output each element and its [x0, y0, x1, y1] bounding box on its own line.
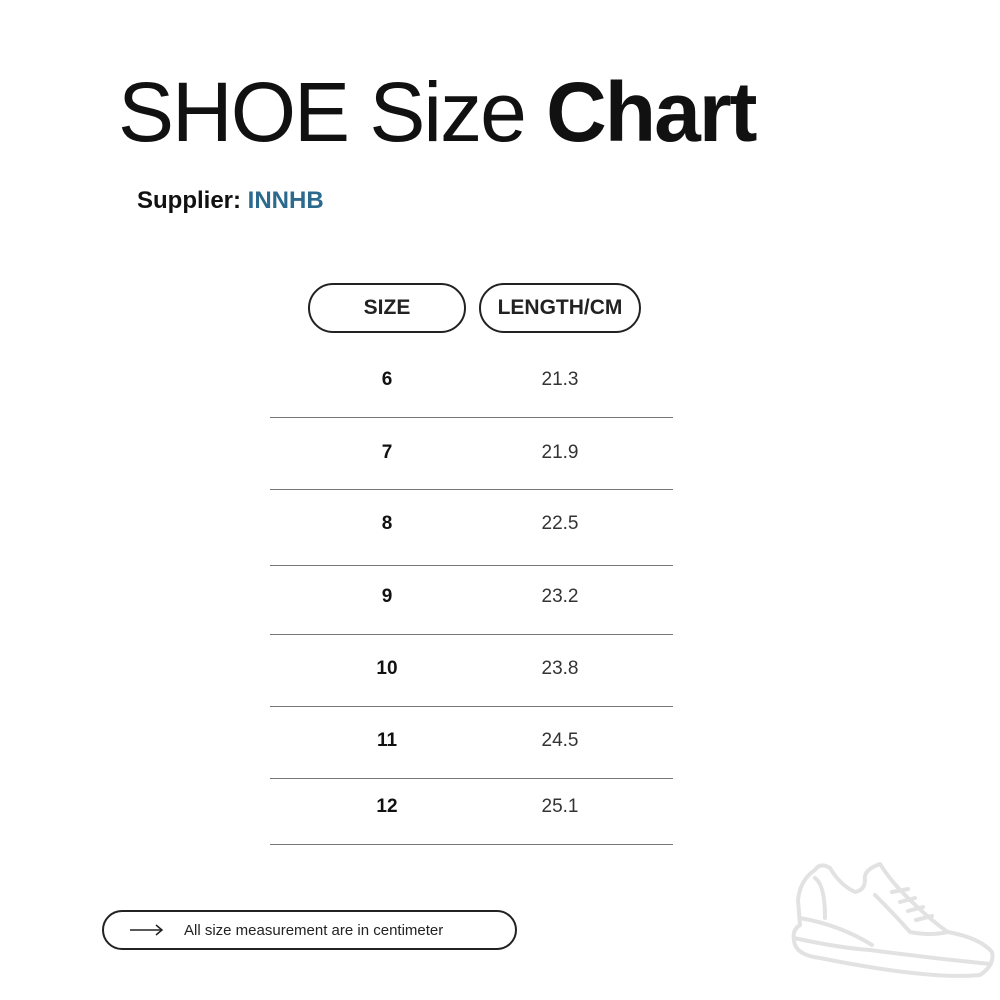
supplier: Supplier: INNHB	[137, 187, 324, 214]
length-cell: 24.5	[541, 730, 579, 751]
size-cell: 12	[376, 796, 398, 817]
header-size: SIZE	[308, 283, 466, 333]
row-divider	[270, 778, 673, 779]
size-cell: 8	[381, 513, 393, 534]
length-cell: 23.2	[541, 586, 579, 607]
row-divider	[270, 634, 673, 635]
row-divider	[270, 417, 673, 418]
size-cell: 7	[381, 442, 393, 463]
length-cell: 25.1	[541, 796, 579, 817]
header-length: LENGTH/CM	[479, 283, 641, 333]
size-cell: 10	[376, 658, 398, 679]
length-cell: 21.3	[541, 369, 579, 390]
row-divider	[270, 706, 673, 707]
row-divider	[270, 844, 673, 845]
size-cell: 11	[376, 730, 398, 751]
page-title: SHOE Size Chart	[118, 65, 758, 159]
length-cell: 22.5	[541, 513, 579, 534]
size-cell: 6	[381, 369, 393, 390]
sneaker-icon	[791, 862, 995, 978]
row-divider	[270, 565, 673, 566]
arrow-right-icon	[130, 924, 164, 936]
row-divider	[270, 489, 673, 490]
length-cell: 23.8	[541, 658, 579, 679]
size-cell: 9	[381, 586, 393, 607]
supplier-name: INNHB	[247, 187, 324, 214]
measurement-note: All size measurement are in centimeter	[102, 910, 517, 950]
length-cell: 21.9	[541, 442, 579, 463]
